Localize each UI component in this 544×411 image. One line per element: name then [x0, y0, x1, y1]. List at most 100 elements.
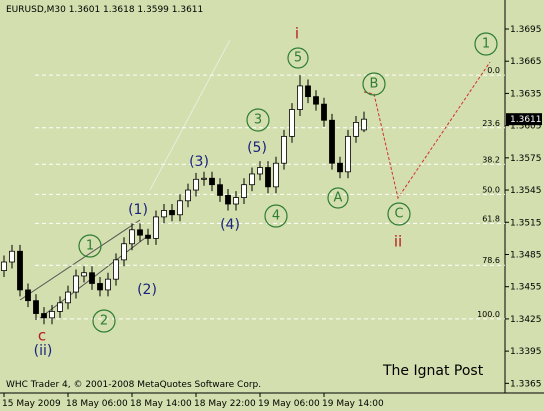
wave-circle — [78, 234, 102, 258]
wave-circle — [327, 187, 349, 209]
candle-body — [249, 173, 255, 186]
y-tick-label: 1.3635 — [510, 89, 542, 99]
candle-body — [105, 278, 111, 291]
x-tick-label: 18 May 22:00 — [194, 399, 256, 409]
candle-body — [177, 200, 183, 216]
candle-body — [297, 85, 303, 110]
wave-label: (3) — [189, 154, 209, 170]
wave-circle — [474, 32, 498, 56]
candle-body — [73, 275, 79, 293]
fib-label: 0.0 — [487, 66, 500, 75]
y-tick-label: 1.3695 — [510, 25, 542, 35]
candle-body — [137, 229, 143, 236]
candle-body — [153, 216, 159, 239]
wave-circle — [387, 202, 411, 226]
y-tick-label: 1.3515 — [510, 218, 542, 228]
candle-body — [25, 289, 31, 302]
candle-body — [9, 250, 15, 263]
candle-body — [129, 229, 135, 245]
x-tick-label: 19 May 06:00 — [258, 399, 320, 409]
trendline — [19, 219, 141, 301]
candle-body — [193, 178, 199, 191]
candle-body — [225, 195, 231, 205]
wave-label: (1) — [128, 202, 148, 218]
candle-body — [313, 96, 319, 105]
wave-label: 4 — [272, 209, 280, 224]
candle-body — [81, 272, 87, 277]
wave-circle — [92, 309, 116, 333]
trendline — [149, 39, 231, 191]
candle-body — [121, 243, 127, 261]
fib-label: 61.8 — [482, 214, 500, 223]
candle-body — [161, 210, 167, 218]
wave-label: B — [370, 77, 379, 92]
candle-body — [345, 135, 351, 173]
wave-label: 5 — [294, 51, 302, 66]
watermark: The Ignat Post — [382, 363, 484, 379]
wave-label: i — [295, 25, 299, 43]
wave-circle — [264, 204, 288, 228]
candle-body — [361, 118, 367, 131]
wave-circle — [246, 108, 270, 132]
candle-body — [305, 85, 311, 98]
candle-body — [265, 167, 271, 188]
candle-body — [97, 283, 103, 291]
header: EURUSD,M30 1.3601 1.3618 1.3599 1.3611 — [6, 5, 203, 15]
y-tick-label: 1.3365 — [510, 379, 542, 389]
fib-label: 100.0 — [477, 310, 500, 319]
y-tick-label: 1.3665 — [510, 57, 542, 67]
wave-label: 1 — [482, 37, 490, 52]
candle-body — [89, 272, 95, 284]
candle-body — [241, 184, 247, 198]
candle-body — [233, 197, 239, 205]
candle-body — [17, 250, 23, 291]
wave-label: 3 — [254, 113, 262, 128]
last-price-label: 1.3611 — [510, 115, 542, 125]
y-tick-label: 1.3575 — [510, 154, 542, 164]
candle-body — [201, 177, 207, 180]
last-price-box — [506, 113, 542, 126]
candle-body — [257, 167, 263, 175]
candle-body — [113, 259, 119, 280]
y-tick-label: 1.3455 — [510, 283, 542, 293]
y-tick-label: 1.3545 — [510, 186, 542, 196]
x-tick-label: 18 May 14:00 — [130, 399, 192, 409]
fib-label: 78.6 — [482, 256, 500, 265]
x-tick-label: 15 May 2009 — [2, 399, 61, 409]
wave-label: 1 — [86, 239, 94, 254]
candle-body — [289, 109, 295, 137]
wave-label: A — [334, 191, 343, 206]
y-tick-label: 1.3425 — [510, 315, 542, 325]
candle-body — [65, 291, 71, 304]
candle-body — [353, 122, 359, 137]
x-tick-label: 18 May 06:00 — [66, 399, 128, 409]
wave-circle — [287, 47, 309, 69]
candle-body — [33, 300, 39, 314]
wave-circle — [362, 72, 386, 96]
wave-label: c — [38, 327, 46, 345]
candle-body — [329, 119, 335, 164]
candle-body — [273, 162, 279, 188]
wave-label: ii — [394, 233, 402, 251]
candle-body — [217, 184, 223, 196]
wave-label: 2 — [100, 314, 108, 329]
projection-line — [363, 61, 491, 200]
wave-label: (ii) — [34, 343, 53, 359]
y-tick-label: 1.3485 — [510, 250, 542, 260]
wave-label: (2) — [137, 282, 157, 298]
candle-body — [41, 313, 47, 319]
candle-body — [281, 135, 287, 164]
y-tick-label: 1.3605 — [510, 122, 542, 132]
candle-body — [1, 261, 7, 271]
wave-label: (5) — [247, 140, 267, 156]
y-tick-label: 1.3395 — [510, 347, 542, 357]
wave-label: C — [394, 207, 403, 222]
footer: WHC Trader 4, © 2001-2008 MetaQuotes Sof… — [6, 380, 261, 390]
candle-body — [145, 234, 151, 239]
candle-body — [209, 177, 215, 186]
candle-body — [49, 310, 55, 319]
candle-body — [57, 302, 63, 312]
fib-label: 38.2 — [482, 155, 500, 164]
wave-label: (4) — [220, 217, 240, 233]
